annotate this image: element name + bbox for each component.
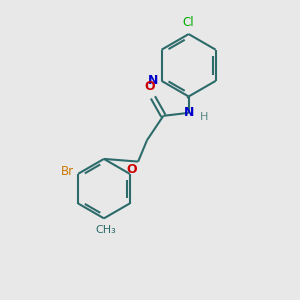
Text: N: N: [148, 74, 159, 87]
Text: O: O: [126, 163, 136, 176]
Text: Cl: Cl: [183, 16, 194, 29]
Text: N: N: [184, 106, 194, 119]
Text: Br: Br: [61, 165, 74, 178]
Text: CH₃: CH₃: [95, 225, 116, 235]
Text: H: H: [200, 112, 208, 122]
Text: O: O: [145, 80, 155, 93]
